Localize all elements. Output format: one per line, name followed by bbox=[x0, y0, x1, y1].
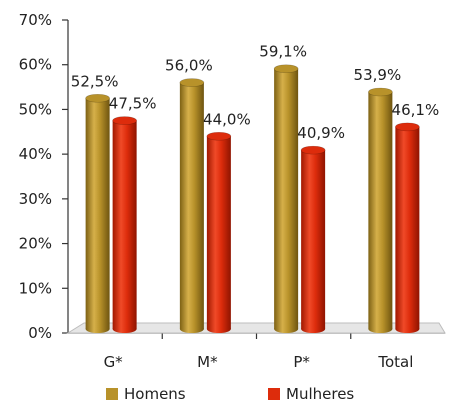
bar-base bbox=[274, 325, 299, 333]
bar-base bbox=[368, 325, 393, 333]
data-label: 59,1% bbox=[259, 43, 307, 61]
bars bbox=[85, 64, 420, 333]
bar-homens-g bbox=[85, 93, 110, 333]
data-label: 53,9% bbox=[354, 66, 402, 84]
bar-homens-total bbox=[368, 87, 393, 333]
legend-label: Mulheres bbox=[286, 385, 354, 403]
data-label: 52,5% bbox=[71, 72, 119, 90]
legend-item-homens: Homens bbox=[106, 385, 186, 403]
axes: 0% 10% 20% 30% 40% 50% 60% 70% G* M* P* Total bbox=[19, 11, 445, 371]
bar-body bbox=[206, 136, 231, 329]
data-label: 40,9% bbox=[297, 124, 345, 142]
data-label: 46,1% bbox=[392, 101, 440, 119]
x-tick-label: M* bbox=[197, 353, 218, 371]
bar-body bbox=[395, 126, 420, 329]
bar-top bbox=[179, 78, 205, 87]
bar-mulheres-total bbox=[395, 122, 420, 333]
legend-swatch bbox=[268, 388, 280, 400]
bar-body bbox=[368, 91, 393, 330]
x-tick-label: P* bbox=[293, 353, 310, 371]
y-tick-label: 30% bbox=[19, 190, 52, 208]
bar-body bbox=[301, 150, 326, 329]
data-label: 47,5% bbox=[109, 95, 157, 113]
y-tick-label: 10% bbox=[19, 279, 52, 297]
chart-floor-plane bbox=[66, 322, 446, 334]
x-tick-label: Total bbox=[377, 353, 413, 371]
y-tick-label: 40% bbox=[19, 145, 52, 163]
y-tick-label: 60% bbox=[19, 56, 52, 74]
bar-base bbox=[206, 325, 231, 333]
y-tick-label: 70% bbox=[19, 11, 52, 29]
bar-base bbox=[179, 325, 204, 333]
bar-body bbox=[85, 98, 110, 329]
chart-floor bbox=[66, 322, 446, 334]
bar-mulheres-g bbox=[112, 116, 137, 333]
y-tick-label: 20% bbox=[19, 235, 52, 253]
data-label: 44,0% bbox=[203, 110, 251, 128]
bar-homens-p bbox=[273, 64, 299, 333]
bar-top bbox=[273, 64, 299, 74]
bar-body bbox=[179, 82, 204, 329]
bar-mulheres-p bbox=[300, 145, 326, 333]
legend: Homens Mulheres bbox=[106, 385, 354, 403]
legend-swatch bbox=[106, 388, 118, 400]
data-label: 56,0% bbox=[165, 57, 213, 75]
bar-top bbox=[368, 87, 393, 97]
bar-top bbox=[300, 145, 326, 155]
bar-top bbox=[395, 122, 420, 132]
bar-top bbox=[112, 116, 137, 125]
bar-base bbox=[301, 325, 326, 333]
bar-homens-m bbox=[179, 78, 205, 333]
legend-label: Homens bbox=[124, 385, 186, 403]
bar-top bbox=[85, 93, 110, 103]
legend-item-mulheres: Mulheres bbox=[268, 385, 354, 403]
y-tick-label: 0% bbox=[28, 324, 52, 342]
data-labels: 52,5% 47,5% 56,0% 44,0% 59,1% 40,9% 53,9% 46,1% bbox=[71, 43, 439, 142]
bar-mulheres-m bbox=[206, 131, 232, 333]
y-tick-label: 50% bbox=[19, 100, 52, 118]
bar-base bbox=[395, 325, 420, 333]
x-tick-label: G* bbox=[104, 353, 124, 371]
bar-top bbox=[206, 131, 232, 141]
bar-base bbox=[112, 325, 137, 333]
bar-body bbox=[274, 68, 299, 329]
bar-body bbox=[112, 120, 137, 329]
bar-base bbox=[85, 325, 110, 333]
